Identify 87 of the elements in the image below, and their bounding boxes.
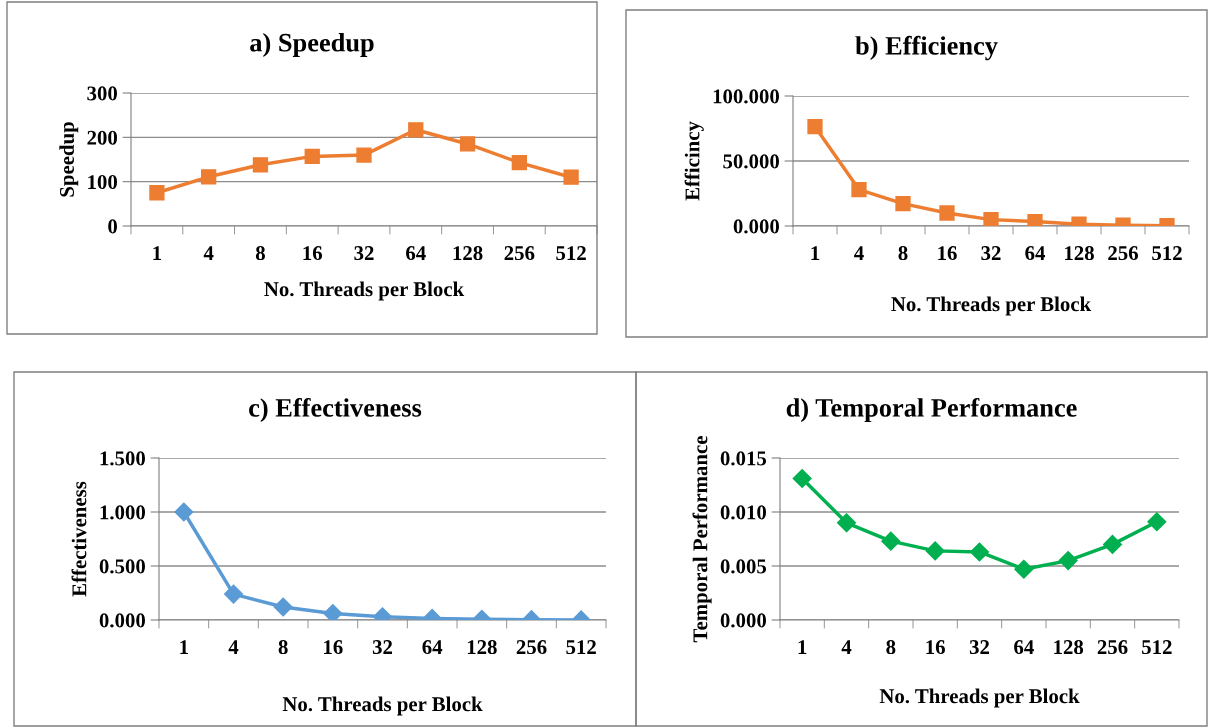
point xyxy=(1027,213,1043,226)
x-tick-label: 512 xyxy=(1152,246,1182,261)
y-tick-label: 0.000 xyxy=(99,613,146,628)
x-tick-label: 128 xyxy=(467,640,497,655)
y-axis-title: Effectiveness xyxy=(71,481,87,597)
point xyxy=(1102,534,1123,554)
point xyxy=(1014,559,1034,579)
x-axis-title: No. Threads per Block xyxy=(879,688,1080,708)
chart-title: c) Effectiveness xyxy=(249,397,422,423)
x-tick-label: 4 xyxy=(841,640,852,654)
point xyxy=(851,181,867,198)
x-tick-label: 32 xyxy=(969,640,990,655)
point xyxy=(836,513,857,533)
point xyxy=(252,157,269,173)
point xyxy=(408,122,424,138)
x-tick-label: 4 xyxy=(228,640,239,654)
y-tick-label: 1.500 xyxy=(100,451,146,466)
x-tick-label: 512 xyxy=(1142,640,1172,655)
x-tick-label: 1 xyxy=(798,640,807,654)
y-tick-label: 200 xyxy=(87,130,118,145)
x-tick-label: 16 xyxy=(303,246,323,261)
y-tick-label: 0.015 xyxy=(720,451,767,466)
x-tick-label: 512 xyxy=(566,640,596,655)
y-tick-label: 0.010 xyxy=(720,505,767,520)
y-tick-label: 0.500 xyxy=(99,559,146,574)
x-tick-label: 256 xyxy=(1108,246,1139,261)
x-tick-label: 64 xyxy=(406,246,426,261)
y-tick-label: 50.000 xyxy=(723,154,780,169)
y-tick-label: 0.005 xyxy=(720,559,767,574)
x-tick-label: 4 xyxy=(854,246,864,260)
point xyxy=(881,531,901,551)
point xyxy=(1058,551,1078,571)
x-tick-label: 16 xyxy=(938,246,957,261)
y-tick-label: 0.000 xyxy=(720,613,767,628)
point xyxy=(511,154,527,171)
x-tick-label: 4 xyxy=(203,246,214,260)
x-tick-label: 8 xyxy=(255,246,265,261)
point xyxy=(563,169,579,185)
x-tick-label: 1 xyxy=(180,640,188,654)
y-tick-label: 1.000 xyxy=(100,505,146,520)
x-tick-label: 128 xyxy=(1065,246,1094,261)
point xyxy=(792,468,812,489)
x-tick-label: 256 xyxy=(516,640,547,655)
y-tick-label: 100.000 xyxy=(713,89,780,104)
x-axis-title: No. Threads per Block xyxy=(282,696,483,716)
x-tick-label: 128 xyxy=(1054,640,1084,655)
point xyxy=(459,136,476,152)
x-tick-label: 512 xyxy=(556,246,586,261)
y-tick-label: 300 xyxy=(87,86,118,101)
chart-title: a) Speedup xyxy=(250,33,374,57)
x-axis-title: No. Threads per Block xyxy=(264,281,465,301)
point xyxy=(983,211,999,226)
x-tick-label: 32 xyxy=(372,640,393,655)
x-tick-label: 256 xyxy=(1097,640,1128,655)
point xyxy=(1147,512,1167,532)
y-axis-title: Efficincy xyxy=(684,121,704,201)
point xyxy=(807,119,823,135)
x-tick-label: 256 xyxy=(504,246,535,261)
point xyxy=(356,147,372,163)
y-tick-label: 0.000 xyxy=(733,219,780,234)
point xyxy=(304,148,320,165)
x-axis-title: No. Threads per Block xyxy=(891,296,1092,316)
x-tick-label: 64 xyxy=(1014,640,1034,655)
x-tick-label: 8 xyxy=(886,640,896,655)
y-tick-label: 0 xyxy=(108,219,118,234)
x-tick-label: 128 xyxy=(453,246,483,261)
x-tick-label: 8 xyxy=(898,246,908,261)
x-tick-label: 64 xyxy=(1025,246,1046,261)
x-tick-label: 1 xyxy=(153,246,162,260)
x-tick-label: 8 xyxy=(278,640,288,655)
y-tick-label: 100 xyxy=(88,175,118,190)
point xyxy=(969,542,990,562)
chart-title: b) Efficiency xyxy=(855,35,998,61)
point xyxy=(939,205,955,221)
point xyxy=(201,169,217,185)
chart-title: d) Temporal Performance xyxy=(786,397,1077,423)
point xyxy=(925,541,945,561)
y-axis-title: Speedup xyxy=(59,122,79,197)
y-axis-title: Temporal Performance xyxy=(692,436,712,643)
point xyxy=(895,196,911,212)
x-tick-label: 32 xyxy=(981,246,1001,261)
x-tick-label: 1 xyxy=(811,246,820,260)
point xyxy=(149,185,165,201)
x-tick-label: 32 xyxy=(354,246,374,261)
x-tick-label: 16 xyxy=(324,640,343,655)
x-tick-label: 16 xyxy=(926,640,945,655)
x-tick-label: 64 xyxy=(422,640,443,655)
